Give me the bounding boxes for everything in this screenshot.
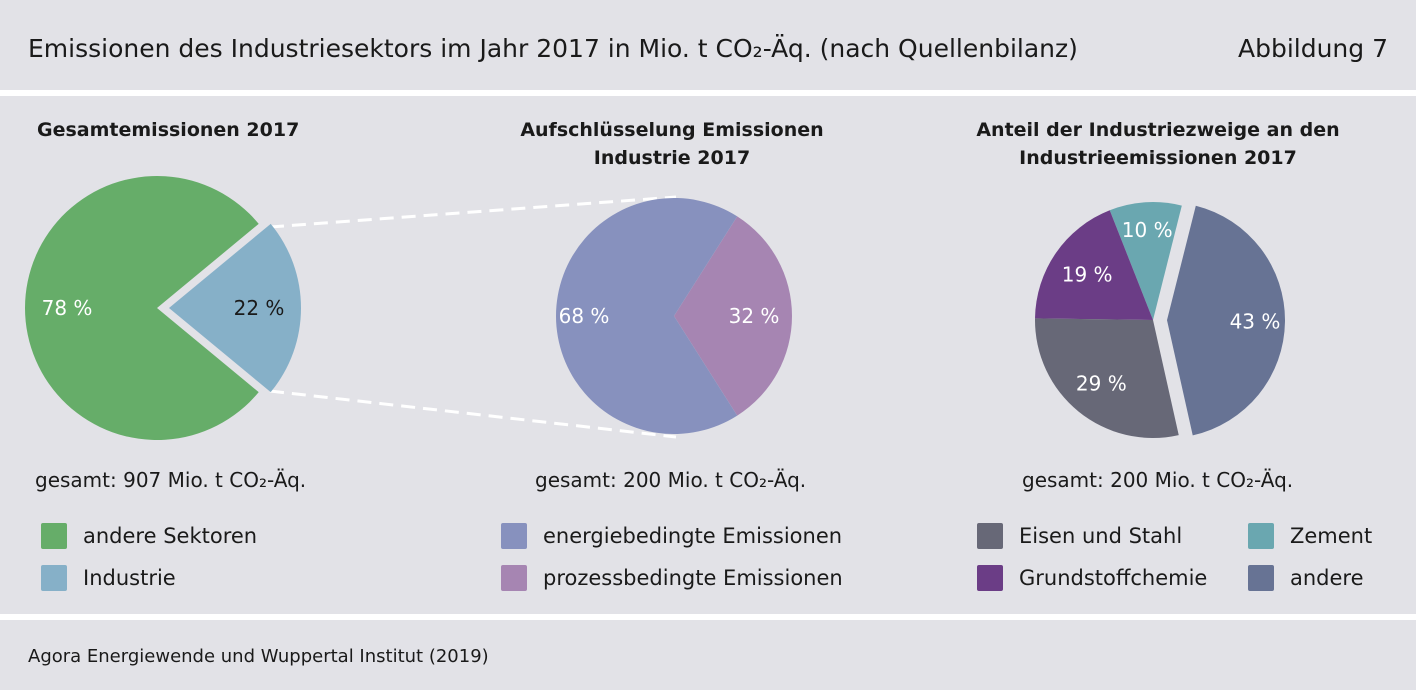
- pie-chart-industry-breakdown: 32 % 68 %: [556, 198, 792, 434]
- pie-slice-label: 43 %: [1230, 309, 1281, 333]
- legend-label: Zement: [1290, 524, 1373, 548]
- legend-label: energiebedingte Emissionen: [543, 524, 843, 548]
- pie-slice-andere-sektoren: [25, 175, 259, 440]
- pie-slice-label: 78 %: [42, 296, 93, 320]
- connector-line: [269, 195, 677, 229]
- legend-swatch: [41, 523, 67, 549]
- legend-item-andere: andere: [1248, 565, 1364, 591]
- legend-swatch: [1248, 565, 1274, 591]
- pie-slice-energiebedingte-emissionen: [556, 198, 738, 434]
- pie-slice-label: 22 %: [234, 296, 285, 320]
- legend-label: Eisen und Stahl: [1019, 524, 1183, 548]
- panel-3-title-line1: Anteil der Industriezweige an den: [976, 119, 1340, 141]
- panel-3-title: Anteil der Industriezweige an den Indust…: [958, 116, 1358, 172]
- panel-2-title: Aufschlüsselung Emissionen Industrie 201…: [472, 116, 872, 172]
- header-divider: [0, 90, 1416, 96]
- connector-lines: [269, 195, 677, 439]
- figure-label: Abbildung 7: [1237, 34, 1388, 63]
- legend-item-industrie: Industrie: [41, 565, 176, 591]
- pie-slice-label: 32 %: [729, 304, 780, 328]
- legend-swatch: [1248, 523, 1274, 549]
- legend-item-prozessbedingt: prozessbedingte Emissionen: [501, 565, 843, 591]
- panel-1-total: gesamt: 907 Mio. t CO₂-Äq.: [35, 468, 307, 492]
- legend-item-eisen-und-stahl: Eisen und Stahl: [977, 523, 1182, 549]
- legend-swatch: [977, 565, 1003, 591]
- pie-slice-label: 19 %: [1062, 263, 1113, 287]
- pie-slice-eisen-und-stahl: [1034, 318, 1179, 438]
- legend-label: andere Sektoren: [83, 524, 258, 548]
- pie-slice-industrie: [169, 223, 301, 393]
- panel-2-title-line2: Industrie 2017: [593, 147, 751, 169]
- pie-chart-total: 22 % 78 %: [25, 175, 301, 440]
- pie-slice-label: 10 %: [1122, 218, 1173, 242]
- panel-2-title-line1: Aufschlüsselung Emissionen: [520, 119, 824, 141]
- panel-1-title: Gesamtemissionen 2017: [37, 119, 300, 141]
- legend-item-energiebedingt: energiebedingte Emissionen: [501, 523, 842, 549]
- legend-swatch: [501, 565, 527, 591]
- pie-slice-label: 29 %: [1076, 372, 1127, 396]
- footer-divider: [0, 614, 1416, 620]
- panel-3-total: gesamt: 200 Mio. t CO₂-Äq.: [1022, 468, 1294, 492]
- chart-title: Emissionen des Industriesektors im Jahr …: [28, 34, 1078, 63]
- pie-slice-grundstoffchemie: [1035, 210, 1153, 320]
- pie-slice-prozessbedingte-emissionen: [674, 216, 792, 416]
- pie-chart-industry-branches: 43 % 10 % 19 % 29 %: [1034, 201, 1285, 438]
- legend-item-andere-sektoren: andere Sektoren: [41, 523, 257, 549]
- source-note: Agora Energiewende und Wuppertal Institu…: [28, 646, 489, 667]
- legend-item-zement: Zement: [1248, 523, 1372, 549]
- header: Emissionen des Industriesektors im Jahr …: [0, 0, 1416, 90]
- legend-label: Grundstoffchemie: [1019, 566, 1208, 590]
- panel-2-total: gesamt: 200 Mio. t CO₂-Äq.: [535, 468, 807, 492]
- legend-label: andere: [1290, 566, 1364, 590]
- legend-label: Industrie: [83, 566, 176, 590]
- pie-slice-label: 68 %: [559, 304, 610, 328]
- connector-line: [269, 389, 677, 439]
- legend-swatch: [41, 565, 67, 591]
- legend-item-grundstoffchemie: Grundstoffchemie: [977, 565, 1207, 591]
- panel-3-title-line2: Industrieemissionen 2017: [1019, 147, 1297, 169]
- legend-swatch: [977, 523, 1003, 549]
- legend-swatch: [501, 523, 527, 549]
- pie-slice-andere: [1166, 205, 1285, 436]
- legend-label: prozessbedingte Emissionen: [543, 566, 843, 590]
- pie-slice-zement: [1109, 201, 1182, 320]
